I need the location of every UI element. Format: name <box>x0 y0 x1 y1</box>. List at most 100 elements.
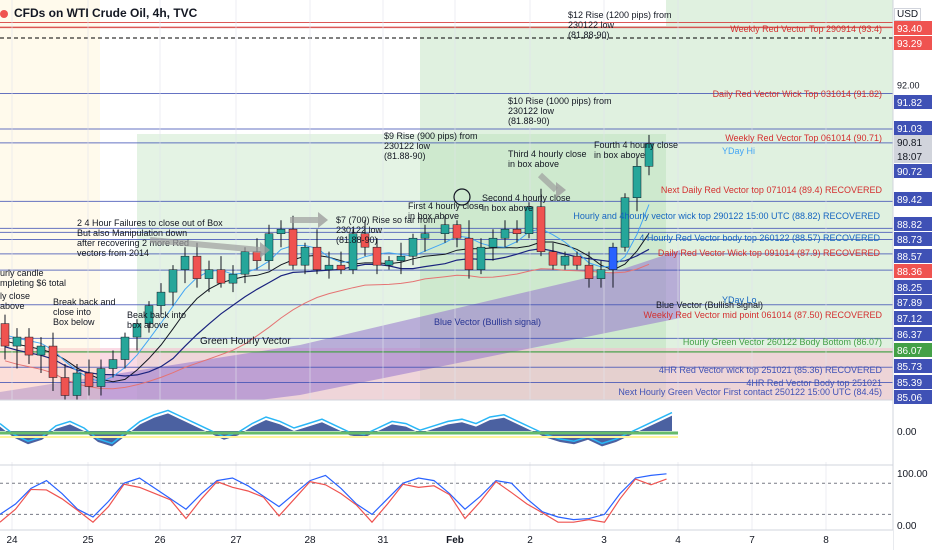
stoch-tick-label: 0.00 <box>897 521 917 532</box>
candle-body <box>420 233 430 239</box>
price-label-bg <box>894 217 932 231</box>
x-tick-label: 3 <box>601 535 607 546</box>
x-tick-label: 4 <box>675 535 681 546</box>
annotation-beak-break: Beak back into box above <box>127 310 186 330</box>
price-label: 85.06 <box>897 393 922 404</box>
annotation-failures: 2 4 Hour Failures to close out of Box But… <box>77 218 223 258</box>
moving-average-line <box>4 263 650 390</box>
x-tick-label: 27 <box>230 535 242 546</box>
candle-body <box>488 237 498 248</box>
candle-body <box>584 264 594 279</box>
candle-body <box>324 264 334 270</box>
annotation-next-hourly-green: Next Hourly Green Vector First contact 2… <box>618 387 882 397</box>
chart-title[interactable]: CFDs on WTI Crude Oil, 4h, TVC <box>0 6 197 20</box>
candle-body <box>536 206 546 252</box>
green-zone-right <box>666 0 893 400</box>
candle-body <box>120 336 130 360</box>
annotation-next-daily-red: Next Daily Red Vector top 071014 (89.4) … <box>661 185 883 195</box>
price-label-bg <box>894 164 932 178</box>
price-label: 90.72 <box>897 167 922 178</box>
annotation-green-hourly: Green Hourly Vector <box>200 336 291 347</box>
candle-body <box>464 237 474 270</box>
arrow-head <box>260 242 270 258</box>
price-label-bg <box>894 390 932 404</box>
y-tick-label: 92.00 <box>897 80 920 90</box>
candle-body <box>348 233 358 270</box>
candle-body <box>48 345 58 378</box>
price-label: 91.03 <box>897 124 922 135</box>
annotation-hourly-green-body: Hourly Green Vector 260122 Body Bottom (… <box>683 337 882 347</box>
price-label-bg <box>894 95 932 109</box>
annotation-blue-vector-bull1: Blue Vector (Bullish signal) <box>656 300 763 310</box>
annotation-fourth-close: Fourth 4 hourly close in box above <box>594 140 678 160</box>
candle-body <box>360 233 370 248</box>
candle-body <box>312 246 322 270</box>
candle-body <box>0 323 10 347</box>
price-label: 86.07 <box>897 346 922 357</box>
price-axis: 93.0092.0093.4093.2991.8291.0390.8118:07… <box>892 0 932 550</box>
annotation-rise12: $12 Rise (1200 pips) from 230122 low (81.8… <box>568 10 672 40</box>
price-label: 18:07 <box>897 152 922 163</box>
price-label: 85.39 <box>897 378 922 389</box>
candle-body <box>608 246 618 270</box>
candle-body <box>384 260 394 266</box>
candle-body <box>336 264 346 270</box>
osc-area <box>0 413 672 447</box>
price-label: 89.42 <box>897 195 922 206</box>
status-dot-icon <box>0 9 8 18</box>
annotation-break-close: Break back and close into Box below <box>53 297 116 327</box>
annotation-rise10: $10 Rise (1000 pips) from 230122 low (81.8… <box>508 96 612 126</box>
x-tick-label: 26 <box>154 535 166 546</box>
price-label: 87.12 <box>897 314 922 325</box>
price-label-bg <box>894 264 932 278</box>
candle-body <box>156 291 166 306</box>
candle-body <box>396 255 406 261</box>
annotation-third-close: Third 4 hourly close in box above <box>508 149 587 169</box>
annotation-weekly-red-top: Weekly Red Vector Top 290914 (93.4) <box>730 24 882 34</box>
annotation-hourly-candle: urly candle mpleting $6 total <box>0 268 66 288</box>
candle-body <box>84 372 94 387</box>
zone-layer <box>0 0 893 400</box>
candle-body <box>192 255 202 279</box>
annotation-rise7: $7 (700) Rise so far from 230122 low (81.8… <box>336 215 436 245</box>
price-label-bg <box>894 249 932 263</box>
candle-body <box>300 246 310 266</box>
candle-body <box>572 255 582 266</box>
annotation-weekly-red-061014: Weekly Red Vector Top 061014 (90.71) <box>725 133 882 143</box>
price-label: 91.82 <box>897 98 922 109</box>
price-label: 93.29 <box>897 39 922 50</box>
candle-body <box>216 269 226 284</box>
candle-body <box>96 368 106 387</box>
oscillator-pane <box>0 399 893 462</box>
candle-body <box>644 143 654 167</box>
candle-body <box>144 305 154 324</box>
price-label-bg <box>894 375 932 389</box>
candle-body <box>620 197 630 248</box>
candle-body <box>632 166 642 199</box>
price-label-bg <box>894 135 932 149</box>
osc-line <box>0 409 673 445</box>
candle-body <box>108 359 118 369</box>
osc-zero-label: 0.00 <box>897 427 917 438</box>
x-tick-label: Feb <box>446 535 464 546</box>
candle-body <box>24 336 34 356</box>
arrow-head <box>556 182 566 198</box>
stoch-tick-label: 100.00 <box>897 469 928 480</box>
price-label-bg <box>894 280 932 294</box>
price-label: 88.36 <box>897 267 922 278</box>
annotation-hourly-vector-wick: Hourly and 4hourly vector wick top 29012… <box>573 211 880 221</box>
annotation-daily-red-wick: Daily Red Vector Wick Top 031014 (91.82) <box>713 89 882 99</box>
price-label-bg <box>894 343 932 357</box>
candle-body <box>372 246 382 266</box>
candle-body <box>440 224 450 234</box>
price-label: 88.57 <box>897 252 922 263</box>
x-tick-label: 28 <box>304 535 316 546</box>
candle-body <box>60 377 70 396</box>
annotation-ly-close: ly close above <box>0 291 30 311</box>
arrow-head <box>318 212 328 228</box>
x-tick-label: 24 <box>6 535 18 546</box>
candle-body <box>180 255 190 270</box>
arrow-shape <box>149 237 261 253</box>
currency-label[interactable]: USD <box>894 8 922 21</box>
